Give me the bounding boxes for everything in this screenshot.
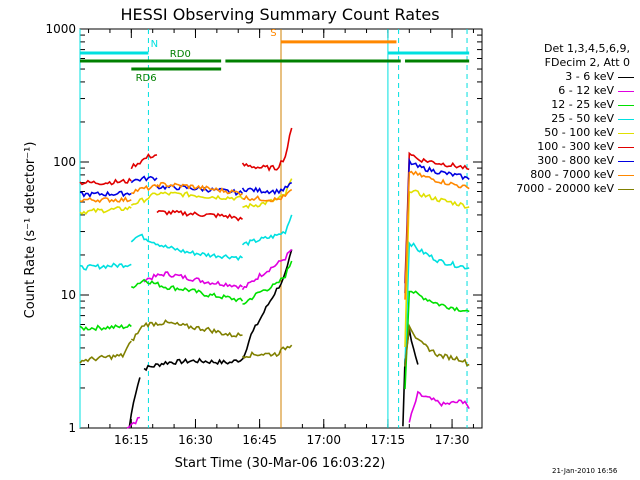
series-line-1 bbox=[408, 390, 470, 423]
flag-label-rd6: RD6 bbox=[136, 73, 157, 84]
legend-entry-label: 12 - 25 keV bbox=[551, 98, 614, 111]
legend-swatch bbox=[618, 76, 634, 78]
series-line-8 bbox=[130, 319, 243, 342]
series-line-5 bbox=[79, 177, 132, 186]
legend-entry: 7000 - 20000 keV bbox=[480, 182, 634, 196]
footer-timestamp: 21-Jan-2010 16:56 bbox=[552, 467, 618, 475]
series-line-7 bbox=[79, 196, 132, 204]
x-tick-label: 17:15 bbox=[371, 433, 406, 447]
legend-entry-label: 25 - 50 keV bbox=[551, 112, 614, 125]
series-line-7 bbox=[131, 183, 158, 195]
legend-entry: 50 - 100 keV bbox=[480, 126, 634, 140]
flag-label-s: S bbox=[270, 28, 276, 39]
legend-entry: 12 - 25 keV bbox=[480, 98, 634, 112]
series-line-4 bbox=[242, 178, 293, 210]
series-line-5 bbox=[241, 127, 293, 172]
legend-entry-label: 50 - 100 keV bbox=[544, 126, 614, 139]
series-line-0 bbox=[143, 357, 244, 372]
series-line-1 bbox=[241, 248, 293, 291]
legend-entry-label: 7000 - 20000 keV bbox=[516, 182, 614, 195]
series-line-1 bbox=[126, 416, 141, 429]
legend-entry: 100 - 300 keV bbox=[480, 140, 634, 154]
y-tick-label: 1 bbox=[68, 421, 76, 435]
y-axis-label: Count Rate (s⁻¹ detector⁻¹) bbox=[23, 142, 38, 319]
legend-swatch bbox=[618, 90, 634, 92]
series-line-8 bbox=[79, 340, 132, 364]
legend-entry: 25 - 50 keV bbox=[480, 112, 634, 126]
legend-swatch bbox=[618, 118, 634, 120]
series-line-3 bbox=[241, 214, 293, 247]
series-line-0 bbox=[241, 249, 293, 360]
series-line-2 bbox=[404, 290, 470, 390]
flag-label-n: N bbox=[151, 39, 158, 50]
series-line-4 bbox=[79, 205, 132, 216]
legend-swatch bbox=[618, 132, 634, 134]
x-tick-label: 17:00 bbox=[306, 433, 341, 447]
legend-swatch bbox=[618, 146, 634, 148]
legend-swatch bbox=[618, 104, 634, 106]
legend-entry-label: 800 - 7000 keV bbox=[530, 168, 614, 181]
legend-entry: 3 - 6 keV bbox=[480, 70, 634, 84]
x-tick-label: 17:30 bbox=[435, 433, 470, 447]
series-line-6 bbox=[130, 175, 158, 184]
legend-swatch bbox=[618, 188, 634, 190]
x-tick-label: 16:30 bbox=[178, 433, 213, 447]
legend-entry-label: 6 - 12 keV bbox=[558, 84, 614, 97]
legend-entries: 3 - 6 keV 6 - 12 keV 12 - 25 keV 25 - 50 ke… bbox=[480, 70, 634, 196]
legend-entry-label: 100 - 300 keV bbox=[537, 140, 614, 153]
y-tick-label: 100 bbox=[53, 155, 76, 169]
y-tick-label: 10 bbox=[61, 288, 76, 302]
series-line-2 bbox=[130, 278, 244, 303]
series-line-8 bbox=[241, 344, 293, 359]
y-tick-label: 1000 bbox=[45, 22, 76, 36]
series-line-3 bbox=[404, 240, 470, 367]
series-line-6 bbox=[79, 190, 132, 198]
legend-entry: 800 - 7000 keV bbox=[480, 168, 634, 182]
series-line-8 bbox=[404, 323, 470, 367]
legend-header-line-2: FDecim 2, Att 0 bbox=[544, 56, 630, 69]
x-tick-label: 16:45 bbox=[242, 433, 277, 447]
legend-entry-label: 3 - 6 keV bbox=[565, 70, 614, 83]
series-line-2 bbox=[79, 323, 132, 332]
legend-header-line-1: Det 1,3,4,5,6,9, bbox=[543, 42, 630, 55]
chart-title: HESSI Observing Summary Count Rates bbox=[120, 5, 439, 24]
series-line-5 bbox=[130, 152, 158, 170]
legend-entry: 300 - 800 keV bbox=[480, 154, 634, 168]
series-line-5 bbox=[156, 209, 244, 222]
legend-swatch bbox=[618, 174, 634, 176]
series-line-7 bbox=[404, 170, 470, 300]
series-line-2 bbox=[242, 260, 293, 305]
series-line-7 bbox=[156, 181, 243, 197]
legend: Det 1,3,4,5,6,9, FDecim 2, Att 0 3 - 6 k… bbox=[480, 42, 634, 196]
series-line-4 bbox=[404, 189, 470, 348]
legend-entry: 6 - 12 keV bbox=[480, 84, 634, 98]
legend-swatch bbox=[618, 160, 634, 162]
series-line-5 bbox=[404, 151, 470, 284]
x-tick-label: 16:15 bbox=[114, 433, 149, 447]
series-line-0 bbox=[128, 377, 141, 429]
flag-label-rd0: RD0 bbox=[170, 49, 191, 60]
legend-entry-label: 300 - 800 keV bbox=[537, 154, 614, 167]
series-line-7 bbox=[242, 188, 293, 203]
series-line-4 bbox=[130, 191, 244, 206]
series-line-3 bbox=[79, 262, 132, 271]
series-line-1 bbox=[143, 271, 243, 290]
series-line-6 bbox=[404, 157, 470, 294]
series-line-3 bbox=[130, 233, 243, 262]
x-axis-label: Start Time (30-Mar-06 16:03:22) bbox=[175, 456, 386, 471]
plot-area: 1 10 100 1000 16:15 16:30 16:45 17:00 17:15 17:30… bbox=[45, 22, 483, 447]
series-line-6 bbox=[241, 181, 293, 196]
